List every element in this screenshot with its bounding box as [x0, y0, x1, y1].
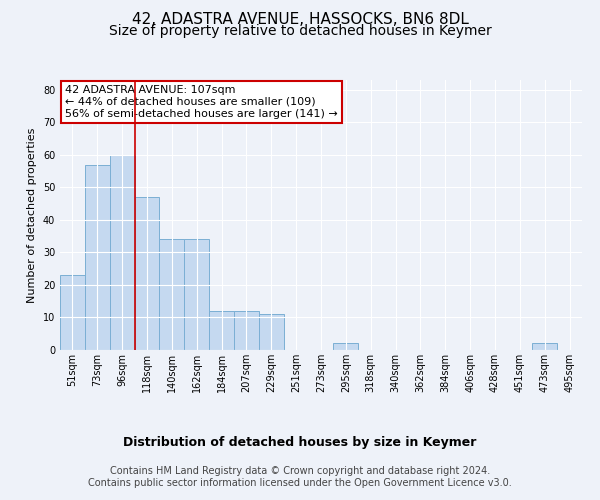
Bar [160, 240, 184, 350]
Bar [85, 164, 110, 350]
Bar [234, 311, 259, 350]
Bar [110, 155, 134, 350]
Text: Size of property relative to detached houses in Keymer: Size of property relative to detached ho… [109, 24, 491, 38]
Bar [334, 344, 358, 350]
Bar [184, 240, 209, 350]
Bar [60, 275, 85, 350]
Text: Distribution of detached houses by size in Keymer: Distribution of detached houses by size … [124, 436, 476, 449]
Text: 42 ADASTRA AVENUE: 107sqm
← 44% of detached houses are smaller (109)
56% of semi: 42 ADASTRA AVENUE: 107sqm ← 44% of detac… [65, 86, 338, 118]
Text: Contains HM Land Registry data © Crown copyright and database right 2024.
Contai: Contains HM Land Registry data © Crown c… [88, 466, 512, 487]
Bar [209, 311, 234, 350]
Text: 42, ADASTRA AVENUE, HASSOCKS, BN6 8DL: 42, ADASTRA AVENUE, HASSOCKS, BN6 8DL [131, 12, 469, 28]
Y-axis label: Number of detached properties: Number of detached properties [27, 128, 37, 302]
Bar [134, 197, 160, 350]
Bar [259, 314, 284, 350]
Bar [532, 344, 557, 350]
